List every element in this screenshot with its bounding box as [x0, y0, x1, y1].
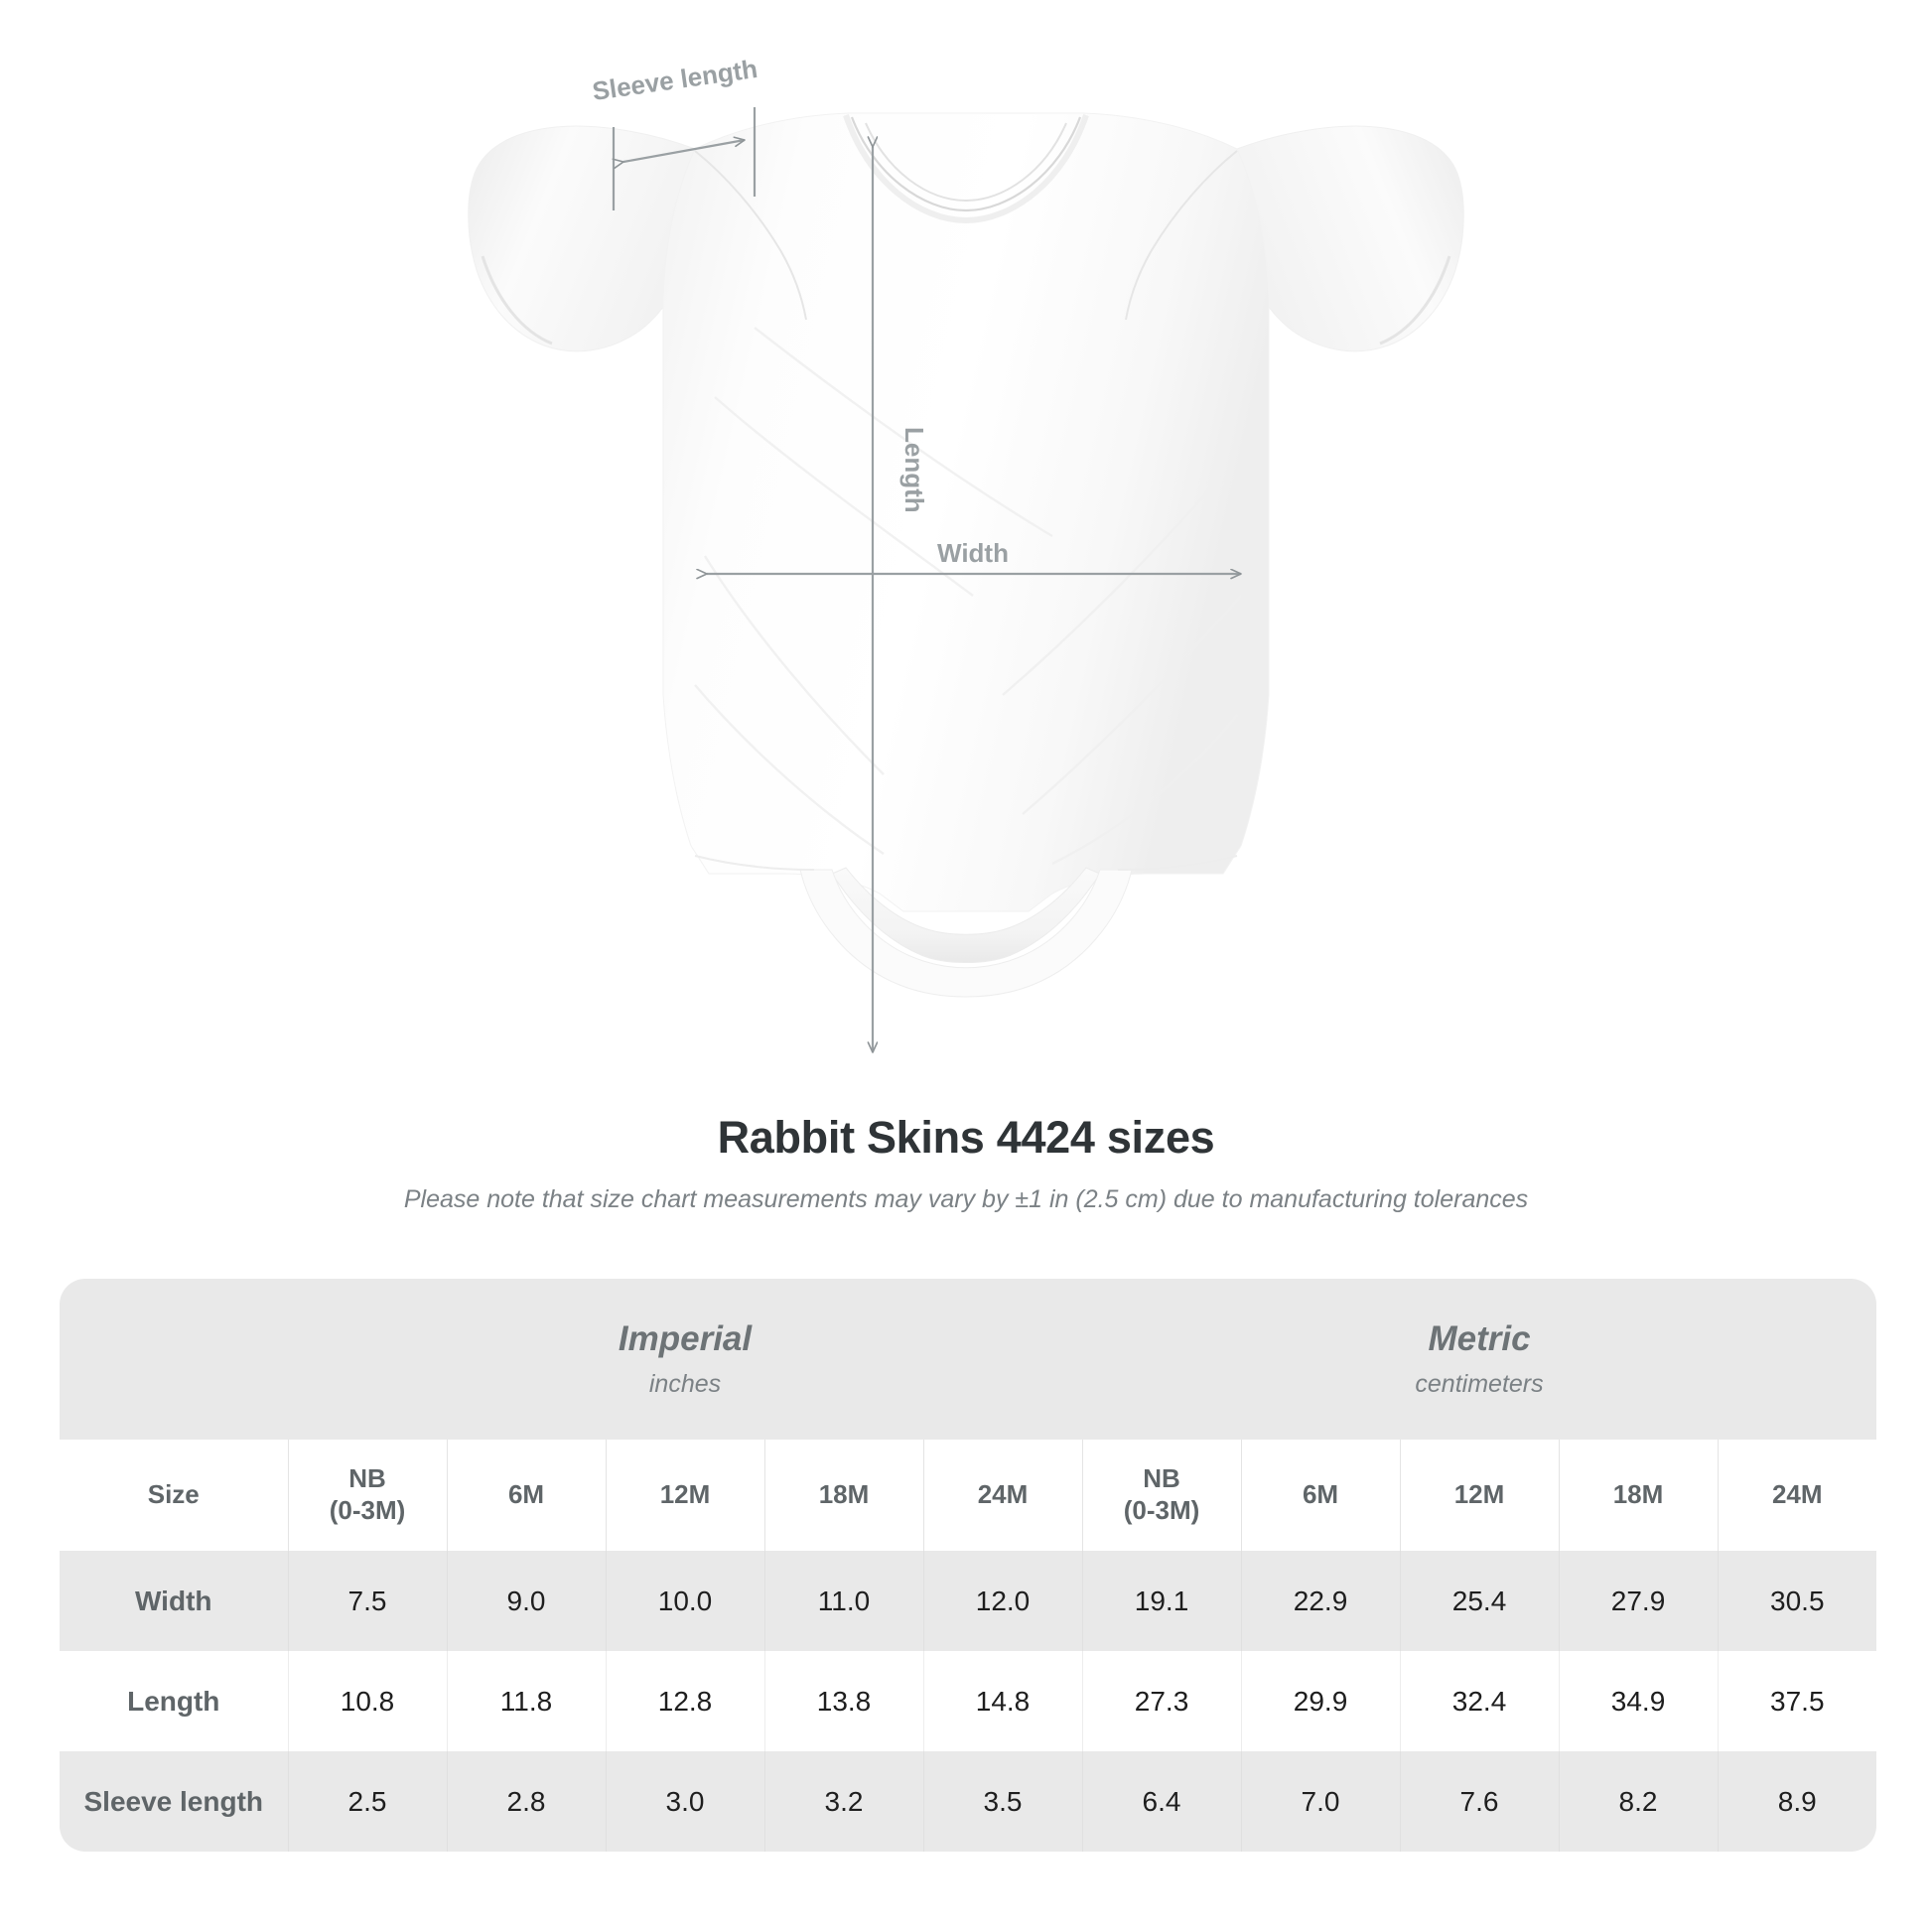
column-header-imperial-12m: 12M — [605, 1440, 764, 1551]
cell-length-imperial-12m: 12.8 — [605, 1651, 764, 1751]
torso — [662, 112, 1270, 912]
cell-sleeve-imperial-6m: 2.8 — [446, 1751, 606, 1852]
cell-length-metric-18m: 34.9 — [1558, 1651, 1719, 1751]
cell-sleeve-metric-12m: 7.6 — [1399, 1751, 1560, 1852]
fabric-folds — [694, 327, 1242, 866]
cell-sleeve-imperial-24m: 3.5 — [922, 1751, 1083, 1852]
cell-length-imperial-18m: 13.8 — [763, 1651, 923, 1751]
cell-sleeve-metric-24m: 8.9 — [1717, 1751, 1877, 1852]
cell-sleeve-metric-18m: 8.2 — [1558, 1751, 1719, 1852]
garment-illustration: Sleeve length Length Width — [468, 54, 1464, 1112]
unit-header-metric: Metric centimeters — [1082, 1279, 1877, 1440]
row-label-length: Length — [60, 1651, 288, 1751]
left-hem — [694, 855, 815, 871]
column-header-metric-6m: 6M — [1240, 1440, 1401, 1551]
neckline-outer — [850, 116, 1082, 212]
cell-width-imperial-nb: 7.5 — [287, 1551, 447, 1651]
right-sleeve — [1236, 125, 1464, 352]
size-sub: (0-3M) — [1123, 1495, 1200, 1525]
cell-length-metric-12m: 32.4 — [1399, 1651, 1560, 1751]
cell-sleeve-imperial-18m: 3.2 — [763, 1751, 923, 1852]
right-cuff — [1379, 255, 1451, 345]
cell-length-imperial-nb: 10.8 — [287, 1651, 447, 1751]
column-header-metric-24m: 24M — [1717, 1440, 1877, 1551]
page-title: Rabbit Skins 4424 sizes — [717, 1112, 1215, 1163]
column-header-size: Size — [60, 1440, 288, 1551]
column-header-imperial-18m: 18M — [763, 1440, 923, 1551]
left-cuff — [481, 255, 553, 345]
width-label: Width — [937, 538, 1009, 568]
table-row: Sleeve length 2.5 2.8 3.0 3.2 3.5 6.4 7.… — [60, 1751, 1877, 1852]
cell-width-metric-6m: 22.9 — [1240, 1551, 1401, 1651]
column-header-imperial-6m: 6M — [446, 1440, 606, 1551]
table-row: Width 7.5 9.0 10.0 11.0 12.0 19.1 22.9 2… — [60, 1551, 1877, 1651]
cell-width-imperial-18m: 11.0 — [763, 1551, 923, 1651]
title-block: Rabbit Skins 4424 sizes Please note that… — [0, 1112, 1932, 1214]
table-row: Length 10.8 11.8 12.8 13.8 14.8 27.3 29.… — [60, 1651, 1877, 1751]
cell-sleeve-metric-6m: 7.0 — [1240, 1751, 1401, 1852]
cell-length-metric-24m: 37.5 — [1717, 1651, 1877, 1751]
cell-length-imperial-6m: 11.8 — [446, 1651, 606, 1751]
cell-length-metric-6m: 29.9 — [1240, 1651, 1401, 1751]
length-label: Length — [899, 427, 929, 513]
size-table-container: Imperial inches Metric centimeters Size … — [60, 1279, 1877, 1852]
size-name: NB — [1143, 1463, 1180, 1494]
cell-sleeve-metric-nb: 6.4 — [1081, 1751, 1242, 1852]
sleeve-length-arrow — [623, 140, 745, 162]
size-name: NB — [348, 1463, 386, 1494]
right-hem — [1117, 855, 1238, 871]
column-header-metric-18m: 18M — [1558, 1440, 1719, 1551]
unit-name-metric: Metric — [1428, 1319, 1531, 1358]
column-header-metric-nb: NB (0-3M) — [1081, 1440, 1242, 1551]
column-header-imperial-nb: NB (0-3M) — [287, 1440, 447, 1551]
cell-sleeve-imperial-12m: 3.0 — [605, 1751, 764, 1852]
cell-sleeve-imperial-nb: 2.5 — [287, 1751, 447, 1852]
cell-width-metric-18m: 27.9 — [1558, 1551, 1719, 1651]
cell-width-metric-24m: 30.5 — [1717, 1551, 1877, 1651]
size-table: Imperial inches Metric centimeters Size … — [60, 1279, 1877, 1852]
unit-header-imperial: Imperial inches — [288, 1279, 1083, 1440]
right-shoulder-seam — [1125, 150, 1238, 321]
row-label-sleeve-length: Sleeve length — [60, 1751, 288, 1852]
unit-header-blank — [60, 1279, 288, 1440]
row-label-width: Width — [60, 1551, 288, 1651]
bodysuit-graphic — [468, 112, 1464, 998]
cell-width-metric-nb: 19.1 — [1081, 1551, 1242, 1651]
tolerance-note: Please note that size chart measurements… — [403, 1184, 1529, 1213]
left-sleeve — [468, 125, 696, 352]
cell-width-imperial-12m: 10.0 — [605, 1551, 764, 1651]
unit-name-imperial: Imperial — [618, 1319, 753, 1358]
cell-length-metric-nb: 27.3 — [1081, 1651, 1242, 1751]
column-header-imperial-24m: 24M — [922, 1440, 1083, 1551]
neckline-inner — [865, 122, 1067, 203]
cell-width-imperial-6m: 9.0 — [446, 1551, 606, 1651]
column-header-metric-12m: 12M — [1399, 1440, 1560, 1551]
unit-header-row: Imperial inches Metric centimeters — [60, 1279, 1877, 1440]
cell-width-imperial-24m: 12.0 — [922, 1551, 1083, 1651]
cell-width-metric-12m: 25.4 — [1399, 1551, 1560, 1651]
size-sub: (0-3M) — [329, 1495, 406, 1525]
size-header-row: Size NB (0-3M) 6M 12M 18M 24M NB (0-3M) … — [60, 1440, 1877, 1551]
unit-sub-metric: centimeters — [1415, 1369, 1544, 1398]
sleeve-length-label: Sleeve length — [591, 54, 759, 106]
left-shoulder-seam — [694, 150, 807, 321]
cell-length-imperial-24m: 14.8 — [922, 1651, 1083, 1751]
unit-sub-imperial: inches — [648, 1369, 722, 1398]
